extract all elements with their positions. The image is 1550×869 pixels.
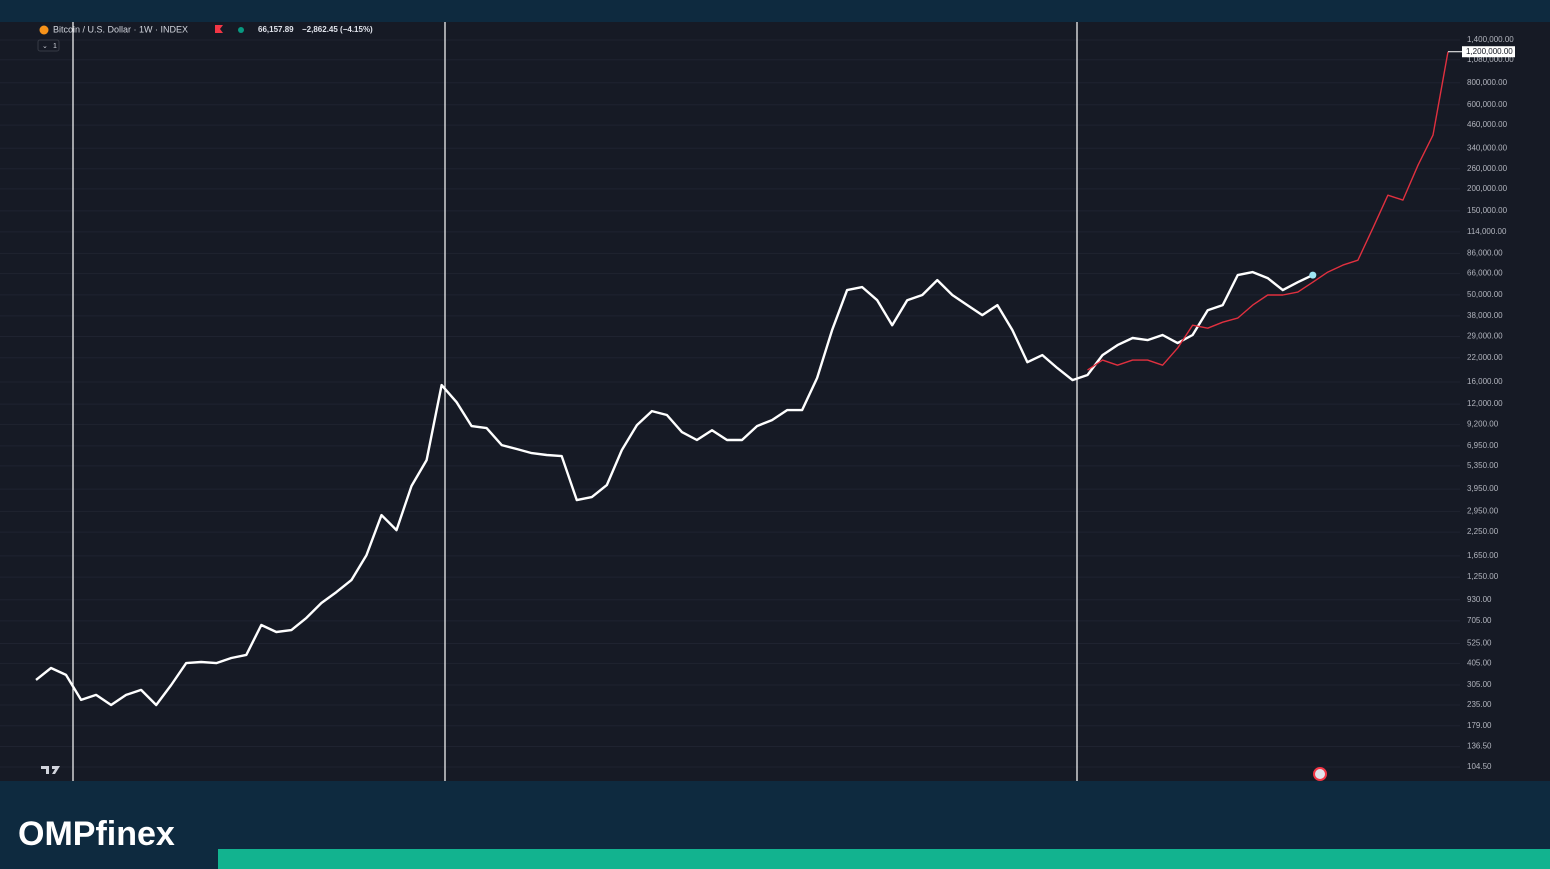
y-tick-label: 525.00 — [1467, 639, 1492, 648]
y-tick-label: 12,000.00 — [1467, 399, 1503, 408]
y-tick-label: 1,400,000.00 — [1467, 35, 1514, 44]
brand-logo: OMPfinex — [18, 815, 175, 853]
y-tick-label: 600,000.00 — [1467, 100, 1508, 109]
y-tick-label: 9,200.00 — [1467, 420, 1499, 429]
y-tick-label: 22,000.00 — [1467, 353, 1503, 362]
y-tick-label: 16,000.00 — [1467, 377, 1503, 386]
y-tick-label: 200,000.00 — [1467, 184, 1508, 193]
bitcoin-icon — [39, 25, 49, 35]
series — [35, 51, 1449, 707]
y-tick-label: 340,000.00 — [1467, 143, 1508, 152]
y-tick-label: 1,080,000.00 — [1467, 55, 1514, 64]
price-line — [35, 270, 1314, 707]
y-tick-label: 38,000.00 — [1467, 311, 1503, 320]
price-label-box — [1462, 46, 1515, 58]
collapse-button[interactable] — [37, 39, 60, 52]
y-tick-label: 136.50 — [1467, 742, 1492, 751]
y-tick-label: 1,650.00 — [1467, 551, 1499, 560]
y-tick-label: 179.00 — [1467, 721, 1492, 730]
status-dot — [238, 27, 244, 33]
y-tick-label: 29,000.00 — [1467, 332, 1503, 341]
current-price-marker — [1309, 271, 1317, 279]
y-tick-label: 104.50 — [1467, 762, 1492, 771]
event-icon[interactable] — [1313, 767, 1327, 781]
y-tick-label: 800,000.00 — [1467, 78, 1508, 87]
y-tick-label: 405.00 — [1467, 658, 1492, 667]
price-change: −2,862.45 (−4.15%) — [302, 25, 373, 34]
price: 66,157.89 — [258, 25, 294, 34]
y-tick-label: 66,000.00 — [1467, 269, 1503, 278]
plot-background — [0, 22, 1550, 781]
brand-strip — [218, 849, 1550, 869]
y-tick-label: 1,250.00 — [1467, 572, 1499, 581]
price-line — [1087, 51, 1449, 371]
flag-icon[interactable] — [215, 25, 223, 33]
y-tick-label: 460,000.00 — [1467, 120, 1508, 129]
y-tick-label: 114,000.00 — [1467, 227, 1507, 236]
y-tick-label: 2,250.00 — [1467, 527, 1499, 536]
y-tick-label: 150,000.00 — [1467, 206, 1508, 215]
y-tick-label: 930.00 — [1467, 595, 1492, 604]
chart-title[interactable]: Bitcoin / U.S. Dollar · 1W · INDEX — [53, 24, 188, 34]
interval-count[interactable]: 1 — [53, 43, 57, 50]
y-tick-label: 705.00 — [1467, 616, 1492, 625]
y-tick-label: 3,950.00 — [1467, 484, 1499, 493]
price-label: 1,200,000.00 — [1466, 47, 1513, 56]
y-tick-label: 2,950.00 — [1467, 507, 1499, 516]
tradingview-logo[interactable] — [41, 766, 60, 774]
y-tick-label: 305.00 — [1467, 680, 1492, 689]
grid — [0, 39, 1460, 768]
y-tick-label: 5,350.00 — [1467, 461, 1499, 470]
y-tick-label: 260,000.00 — [1467, 164, 1508, 173]
y-tick-label: 235.00 — [1467, 700, 1492, 709]
collapse-arrow[interactable]: ⌄ — [42, 43, 48, 50]
y-tick-label: 86,000.00 — [1467, 248, 1503, 257]
y-tick-label: 50,000.00 — [1467, 290, 1503, 299]
y-tick-label: 6,950.00 — [1467, 441, 1499, 450]
y-axis: 104.50 136.50 179.00 235.00 305.00 405.00 525.… — [1448, 35, 1515, 771]
